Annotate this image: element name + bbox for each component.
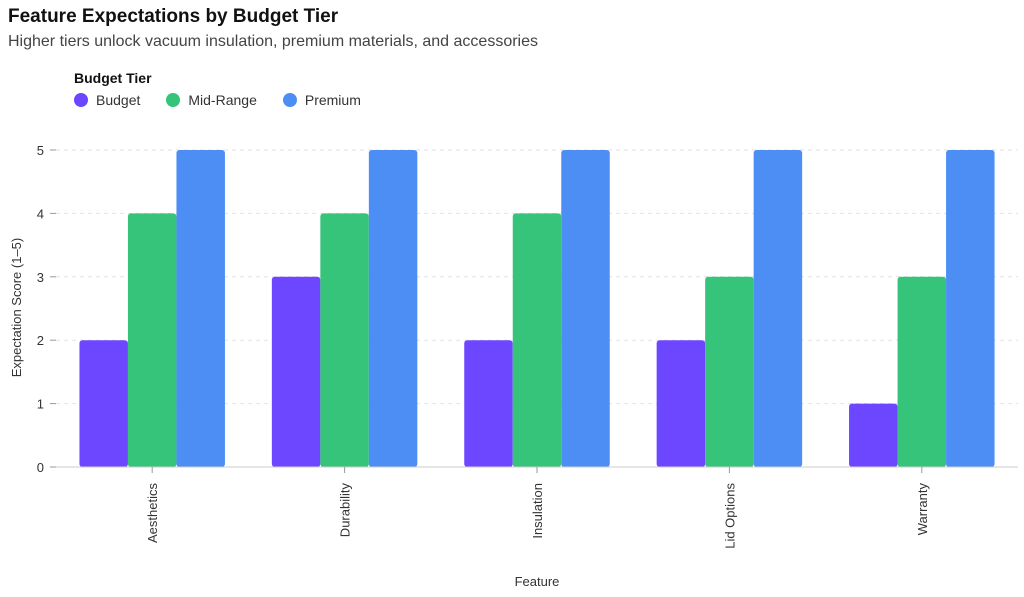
y-tick-label-3: 3 <box>37 270 44 285</box>
chart-title: Feature Expectations by Budget Tier <box>8 6 339 27</box>
bar-durability-mid-range[interactable] <box>320 213 369 467</box>
y-tick-label-2: 2 <box>37 333 44 348</box>
axis-layer: 0 1 2 3 4 5 Aesthetics Durability Insulation Lid … <box>37 143 1018 549</box>
x-tick-label-aesthetics: Aesthetics <box>145 483 160 543</box>
bar-lid-options-premium[interactable] <box>753 150 803 467</box>
x-tick-label-warranty: Warranty <box>915 483 930 536</box>
bar-insulation-budget[interactable] <box>464 340 513 467</box>
chart-subtitle: Higher tiers unlock vacuum insulation, p… <box>8 33 538 50</box>
bar-layer <box>79 150 995 467</box>
legend-items: Budget Mid-Range Premium <box>74 92 387 108</box>
bar-lid-options-mid-range[interactable] <box>705 276 754 467</box>
legend-item-budget[interactable]: Budget <box>74 92 140 108</box>
bar-aesthetics-mid-range[interactable] <box>127 213 177 467</box>
y-tick-label-4: 4 <box>37 206 44 221</box>
y-axis-title: Expectation Score (1–5) <box>9 238 24 377</box>
legend-swatch-premium <box>282 93 297 107</box>
legend-label-budget: Budget <box>96 92 141 108</box>
bar-warranty-budget[interactable] <box>849 403 898 467</box>
bar-warranty-premium[interactable] <box>946 150 995 467</box>
bar-durability-budget[interactable] <box>271 276 321 467</box>
legend-label-mid-range: Mid-Range <box>188 92 257 108</box>
bar-durability-premium[interactable] <box>368 150 418 467</box>
y-tick-label-0: 0 <box>37 460 44 475</box>
legend-item-mid-range[interactable]: Mid-Range <box>166 92 257 108</box>
x-tick-label-lid-options: Lid Options <box>722 483 737 549</box>
legend-title: Budget Tier <box>74 70 152 86</box>
bar-lid-options-budget[interactable] <box>656 340 706 467</box>
y-tick-label-1: 1 <box>37 397 44 412</box>
bar-insulation-premium[interactable] <box>561 150 610 467</box>
x-axis-title: Feature <box>515 574 560 589</box>
x-tick-label-durability: Durability <box>338 483 353 538</box>
x-tick-label-insulation: Insulation <box>530 483 545 539</box>
bar-aesthetics-premium[interactable] <box>176 150 225 467</box>
y-tick-label-5: 5 <box>37 143 44 158</box>
bar-insulation-mid-range[interactable] <box>512 213 562 467</box>
legend-swatch-mid-range <box>166 93 181 107</box>
legend-label-premium: Premium <box>304 92 361 108</box>
bar-warranty-mid-range[interactable] <box>897 276 947 467</box>
bar-aesthetics-budget[interactable] <box>79 340 128 467</box>
legend-swatch-budget <box>74 93 88 107</box>
legend: Budget Tier Budget Mid-Range Premium <box>74 70 387 108</box>
legend-item-premium[interactable]: Premium <box>282 92 361 108</box>
